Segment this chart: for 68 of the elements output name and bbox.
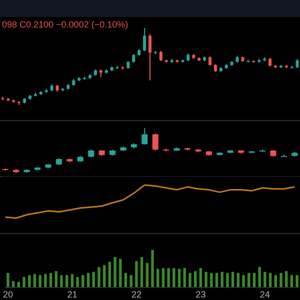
x-tick-label: 22 bbox=[131, 290, 142, 300]
candlestick bbox=[143, 28, 146, 52]
bar bbox=[140, 257, 144, 287]
bar bbox=[268, 272, 272, 287]
bar bbox=[236, 272, 240, 287]
bar bbox=[220, 272, 224, 287]
x-tick-label: 21 bbox=[67, 290, 78, 300]
bar bbox=[215, 272, 218, 287]
bar bbox=[172, 268, 176, 287]
bar bbox=[204, 272, 208, 287]
bar bbox=[33, 274, 36, 287]
bar bbox=[119, 258, 122, 287]
bar bbox=[231, 272, 234, 287]
bar bbox=[6, 272, 10, 287]
x-tick-label: 24 bbox=[260, 290, 270, 300]
bar bbox=[49, 272, 52, 287]
candlestick bbox=[296, 58, 299, 69]
x-tick-label: 23 bbox=[196, 290, 206, 300]
bar bbox=[162, 268, 165, 287]
bar bbox=[130, 275, 132, 287]
candlestick bbox=[142, 128, 148, 146]
bar bbox=[76, 277, 79, 287]
bar bbox=[252, 272, 256, 287]
bar bbox=[264, 272, 266, 287]
bar bbox=[135, 261, 138, 287]
candlestick bbox=[159, 50, 162, 62]
x-tick-label: 20 bbox=[2, 290, 13, 300]
bar bbox=[248, 272, 250, 287]
bar bbox=[188, 272, 192, 287]
bar bbox=[151, 250, 154, 287]
bar bbox=[60, 275, 63, 287]
bar bbox=[226, 272, 229, 287]
bar bbox=[44, 274, 47, 287]
bar bbox=[98, 267, 100, 287]
bar bbox=[17, 282, 20, 287]
bar bbox=[70, 274, 74, 287]
bar bbox=[108, 262, 112, 287]
bar bbox=[124, 272, 128, 287]
bar bbox=[258, 267, 261, 287]
bar bbox=[183, 268, 186, 287]
bar bbox=[296, 275, 298, 287]
candlestick bbox=[152, 132, 158, 151]
bar bbox=[82, 275, 84, 287]
bar bbox=[38, 275, 42, 287]
bar bbox=[92, 272, 95, 287]
bar bbox=[242, 275, 245, 287]
bar bbox=[167, 268, 170, 287]
candlestick bbox=[208, 56, 212, 66]
bar bbox=[102, 265, 106, 287]
candlestick bbox=[148, 34, 152, 81]
bar bbox=[178, 268, 181, 287]
bar bbox=[22, 277, 26, 287]
bar bbox=[290, 275, 294, 287]
bar bbox=[146, 262, 148, 287]
bar bbox=[210, 272, 213, 287]
bar bbox=[66, 275, 68, 287]
bar bbox=[12, 281, 15, 287]
bar bbox=[156, 268, 160, 287]
bar bbox=[114, 257, 116, 287]
annotation: 098 C0.2100 −0.0002 (−0.10%) bbox=[2, 20, 128, 30]
bar bbox=[86, 272, 90, 287]
bar bbox=[194, 271, 197, 287]
bar bbox=[280, 272, 282, 287]
bar bbox=[54, 271, 58, 287]
bar bbox=[285, 271, 288, 287]
bar bbox=[28, 275, 31, 287]
bar bbox=[199, 268, 202, 287]
bar bbox=[274, 275, 277, 287]
